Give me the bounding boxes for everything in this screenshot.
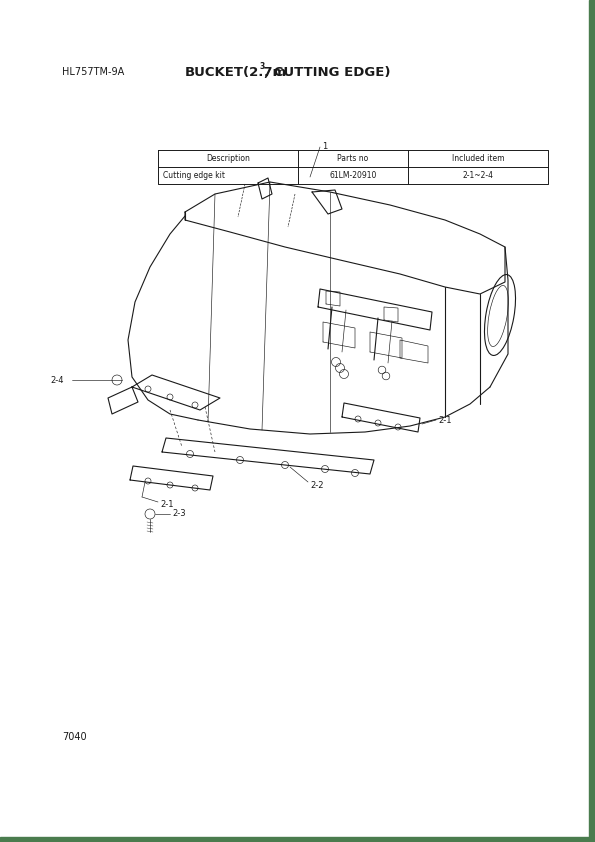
Text: 2-3: 2-3 (172, 509, 186, 519)
Text: 2-2: 2-2 (310, 481, 324, 489)
Text: 61LM-20910: 61LM-20910 (329, 170, 377, 179)
Text: , CUTTING EDGE): , CUTTING EDGE) (264, 66, 390, 78)
Text: 2-1: 2-1 (160, 499, 174, 509)
Bar (589, 0, 595, 842)
Text: 2-1~2-4: 2-1~2-4 (462, 170, 493, 179)
Text: Description: Description (206, 153, 250, 163)
Text: 1: 1 (322, 141, 327, 151)
Text: 2-4: 2-4 (50, 376, 64, 385)
Text: 7040: 7040 (62, 732, 87, 742)
Text: 2-1: 2-1 (438, 415, 452, 424)
Text: BUCKET(2.7m: BUCKET(2.7m (185, 66, 287, 78)
Text: HL757TM-9A: HL757TM-9A (62, 67, 124, 77)
Text: Parts no: Parts no (337, 153, 369, 163)
Bar (0, 837, 595, 842)
Text: Cutting edge kit: Cutting edge kit (163, 170, 225, 179)
Text: Included item: Included item (452, 153, 504, 163)
Text: 3: 3 (260, 61, 265, 71)
